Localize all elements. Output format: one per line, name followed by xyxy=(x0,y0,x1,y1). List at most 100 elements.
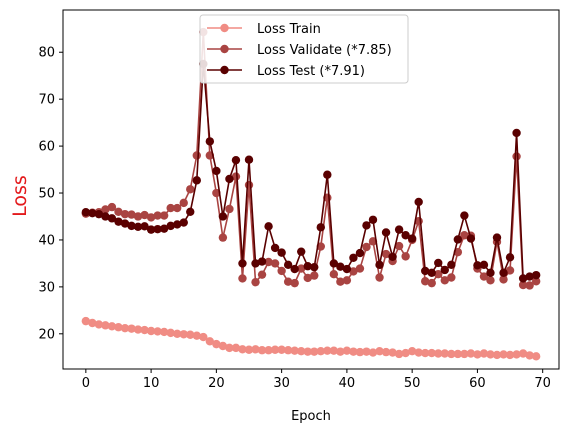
data-point xyxy=(473,350,482,359)
data-point xyxy=(225,204,234,214)
data-point xyxy=(512,128,521,138)
data-point xyxy=(146,213,156,222)
x-axis-label: Epoch xyxy=(291,409,331,424)
data-point xyxy=(414,348,423,357)
data-point xyxy=(192,331,201,340)
data-point xyxy=(94,209,104,219)
data-point xyxy=(159,211,169,220)
data-point xyxy=(329,259,339,268)
data-point xyxy=(525,281,534,290)
data-point xyxy=(225,343,234,353)
data-point xyxy=(486,350,495,359)
data-point xyxy=(407,234,417,243)
data-point xyxy=(375,260,384,270)
data-point xyxy=(492,233,502,242)
data-point xyxy=(499,275,508,284)
data-point xyxy=(355,248,365,258)
data-point xyxy=(407,346,417,356)
data-point xyxy=(277,345,286,354)
data-point xyxy=(531,277,541,286)
data-point xyxy=(303,347,312,356)
data-point xyxy=(120,209,130,219)
y-tick-label: 20 xyxy=(38,327,55,342)
data-point xyxy=(421,266,430,276)
x-tick-label: 70 xyxy=(534,376,551,391)
data-point xyxy=(238,274,247,283)
data-point xyxy=(107,214,117,223)
data-point xyxy=(205,137,215,146)
series-layer xyxy=(81,27,541,361)
data-point xyxy=(434,270,443,279)
data-point xyxy=(173,220,182,229)
data-point xyxy=(427,278,436,288)
data-point xyxy=(133,325,143,334)
data-point xyxy=(310,347,319,356)
legend-label: Loss Train xyxy=(257,22,321,37)
data-point xyxy=(388,252,397,262)
x-tick-label: 0 xyxy=(82,376,90,391)
data-point xyxy=(179,330,188,339)
x-tick-label: 10 xyxy=(143,376,160,391)
data-point xyxy=(518,349,528,358)
data-point xyxy=(146,326,156,336)
data-point xyxy=(81,208,91,217)
data-point xyxy=(251,277,260,287)
data-point xyxy=(173,203,182,213)
data-point xyxy=(225,174,234,184)
data-point xyxy=(218,212,228,221)
data-point xyxy=(505,253,515,262)
data-point xyxy=(453,349,463,359)
data-point xyxy=(492,350,502,360)
data-point xyxy=(460,231,469,240)
data-point xyxy=(394,241,404,251)
data-point xyxy=(355,264,365,273)
data-point xyxy=(440,265,449,275)
legend-marker xyxy=(220,65,229,75)
x-tick-label: 50 xyxy=(404,376,421,391)
data-point xyxy=(329,270,339,279)
data-point xyxy=(159,224,169,233)
data-point xyxy=(179,198,188,208)
data-point xyxy=(251,259,260,268)
data-point xyxy=(518,274,528,283)
data-point xyxy=(270,345,280,354)
data-point xyxy=(179,218,188,227)
data-point xyxy=(362,221,371,230)
data-point xyxy=(101,321,110,330)
data-point xyxy=(434,258,443,268)
data-point xyxy=(133,212,143,221)
data-point xyxy=(349,347,358,356)
data-point xyxy=(153,211,162,220)
data-point xyxy=(512,350,521,359)
data-point xyxy=(244,180,254,190)
data-point xyxy=(290,346,299,355)
data-point xyxy=(447,273,456,282)
data-point xyxy=(101,212,110,221)
data-point xyxy=(277,266,286,276)
data-point xyxy=(270,243,280,253)
legend-marker xyxy=(220,23,229,33)
data-point xyxy=(362,242,371,252)
data-point xyxy=(368,215,378,224)
data-point xyxy=(499,268,508,277)
data-point xyxy=(434,349,443,358)
data-point xyxy=(166,203,175,213)
data-point xyxy=(94,320,104,329)
x-tick-label: 30 xyxy=(273,376,290,391)
y-tick-label: 80 xyxy=(38,46,55,61)
data-point xyxy=(231,155,241,165)
y-tick-label: 50 xyxy=(38,187,55,202)
data-point xyxy=(88,318,97,328)
y-axis-label: Loss xyxy=(9,175,31,217)
data-point xyxy=(525,351,534,360)
data-point xyxy=(460,349,469,359)
data-point xyxy=(264,222,273,231)
data-point xyxy=(120,219,130,228)
legend-label: Loss Validate (*7.85) xyxy=(257,43,392,58)
data-point xyxy=(120,323,130,333)
data-point xyxy=(81,316,91,326)
data-point xyxy=(257,270,267,279)
data-point xyxy=(166,221,175,231)
data-point xyxy=(362,347,371,356)
data-point xyxy=(290,264,299,274)
